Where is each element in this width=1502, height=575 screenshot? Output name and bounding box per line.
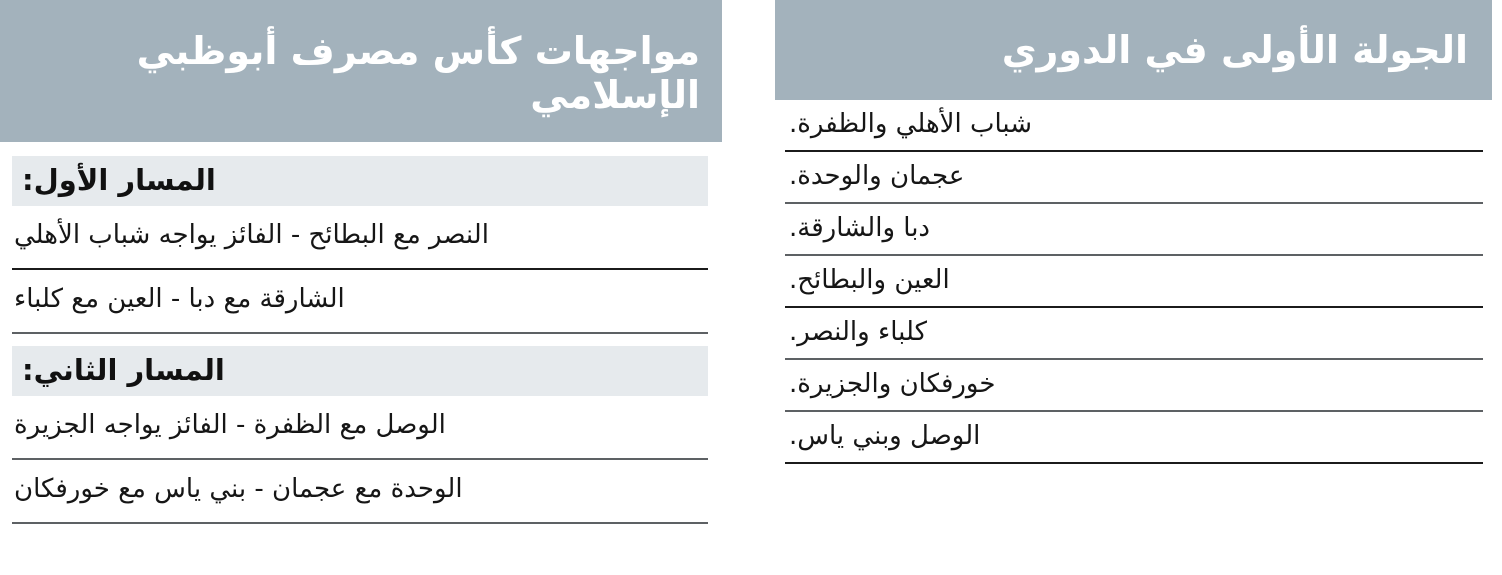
cup-section-header-1: المسار الأول: (12, 156, 708, 206)
cup-table-header: مواجهات كأس مصرف أبوظبي الإسلامي (0, 0, 722, 142)
row-divider (12, 332, 708, 334)
row-divider (785, 410, 1483, 412)
cup-match-row: الوحدة مع عجمان - بني ياس مع خورفكان (12, 460, 708, 522)
row-divider (785, 202, 1483, 204)
row-divider (12, 458, 708, 460)
league-table-header: الجولة الأولى في الدوري (775, 0, 1492, 100)
cup-fixtures-table: مواجهات كأس مصرف أبوظبي الإسلامي المسار … (0, 0, 722, 524)
league-match-row: دبا والشارقة. (785, 204, 1492, 254)
cup-section-label-2: المسار الثاني: (22, 353, 225, 387)
cup-match-row: الشارقة مع دبا - العين مع كلباء (12, 270, 708, 332)
league-match-text: دبا والشارقة. (789, 212, 931, 243)
cup-match-text: الشارقة مع دبا - العين مع كلباء (14, 284, 345, 314)
cup-section-label-1: المسار الأول: (22, 163, 216, 197)
cup-match-text: الوصل مع الظفرة - الفائز يواجه الجزيرة (14, 410, 446, 440)
league-round-table: الجولة الأولى في الدوري شباب الأهلي والظ… (775, 0, 1492, 464)
row-divider (12, 268, 708, 270)
league-match-row: الوصل وبني ياس. (785, 412, 1492, 462)
league-table-body: شباب الأهلي والظفرة. عجمان والوحدة. دبا … (775, 100, 1492, 464)
cup-match-text: النصر مع البطائح - الفائز يواجه شباب الأ… (14, 220, 489, 250)
row-divider (785, 306, 1483, 308)
league-match-text: شباب الأهلي والظفرة. (789, 108, 1033, 139)
cup-section-header-2: المسار الثاني: (12, 346, 708, 396)
row-divider (785, 462, 1483, 464)
league-match-text: خورفكان والجزيرة. (789, 368, 996, 399)
cup-table-title: مواجهات كأس مصرف أبوظبي الإسلامي (136, 28, 701, 117)
row-divider (785, 358, 1483, 360)
league-match-text: كلباء والنصر. (789, 316, 927, 347)
row-divider (12, 522, 708, 524)
league-match-row: شباب الأهلي والظفرة. (785, 100, 1492, 150)
cup-match-text: الوحدة مع عجمان - بني ياس مع خورفكان (14, 474, 463, 504)
league-match-row: خورفكان والجزيرة. (785, 360, 1492, 410)
league-table-title: الجولة الأولى في الدوري (1001, 27, 1469, 72)
cup-table-body: المسار الأول: النصر مع البطائح - الفائز … (0, 156, 722, 524)
row-divider (785, 254, 1483, 256)
league-match-row: عجمان والوحدة. (785, 152, 1492, 202)
cup-match-row: النصر مع البطائح - الفائز يواجه شباب الأ… (12, 206, 708, 268)
league-match-text: العين والبطائح. (789, 264, 950, 295)
row-divider (785, 150, 1483, 152)
cup-match-row: الوصل مع الظفرة - الفائز يواجه الجزيرة (12, 396, 708, 458)
league-match-row: كلباء والنصر. (785, 308, 1492, 358)
league-match-row: العين والبطائح. (785, 256, 1492, 306)
league-match-text: الوصل وبني ياس. (789, 420, 981, 451)
league-match-text: عجمان والوحدة. (789, 160, 965, 191)
